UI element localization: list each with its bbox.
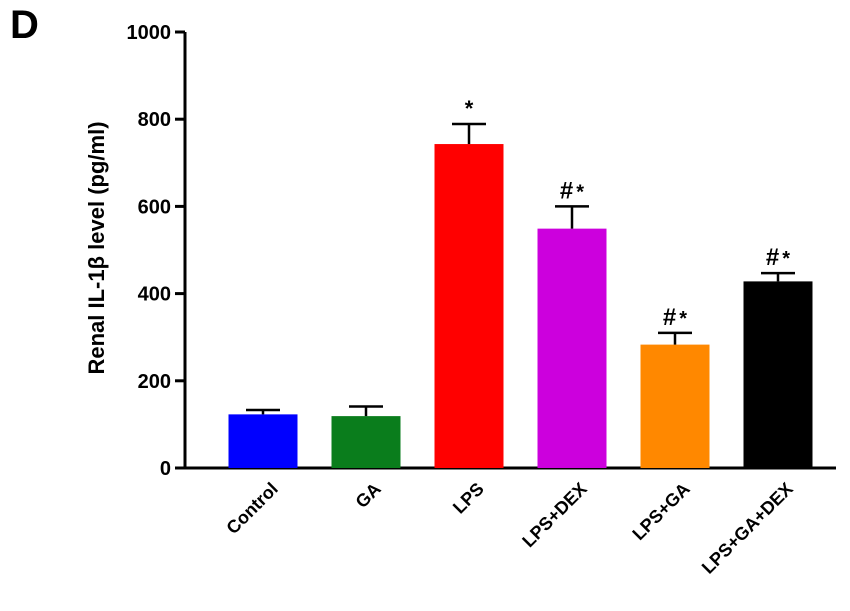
bar — [743, 281, 813, 468]
bar — [537, 228, 607, 468]
y-axis: 0 200 400 600 800 1000 — [127, 22, 187, 480]
y-tick-label: 800 — [138, 109, 171, 131]
y-tick-label: 1000 — [127, 22, 172, 44]
x-tick-label: LPS+DEX — [518, 479, 591, 552]
significance-annotations: * # * # * # * — [465, 96, 791, 331]
x-tick-label: GA — [352, 479, 385, 512]
x-tick-label: LPS+GA — [628, 479, 693, 544]
y-tick-label: 0 — [160, 458, 171, 480]
significance-marker: * — [465, 96, 474, 121]
y-tick-label: 200 — [138, 371, 171, 393]
x-tick-label: Control — [222, 479, 281, 538]
x-tick-labels: Control GA LPS LPS+DEX LPS+GA LPS+GA+DEX — [222, 479, 796, 578]
significance-marker: # * — [663, 304, 687, 331]
x-tick-label: LPS — [449, 479, 488, 518]
y-tick-label: 600 — [138, 196, 171, 218]
bar — [434, 144, 504, 468]
x-tick-label: LPS+GA+DEX — [698, 479, 797, 578]
y-tick-label: 400 — [138, 284, 171, 306]
bar — [331, 416, 401, 468]
panel-label: D — [10, 3, 39, 47]
error-bars — [246, 122, 795, 417]
bars — [228, 144, 813, 468]
bar — [228, 414, 298, 468]
bar — [640, 344, 710, 468]
significance-marker: # * — [560, 177, 584, 204]
y-axis-label: Renal IL-1β level (pg/ml) — [84, 121, 109, 374]
significance-marker: # * — [766, 244, 790, 271]
